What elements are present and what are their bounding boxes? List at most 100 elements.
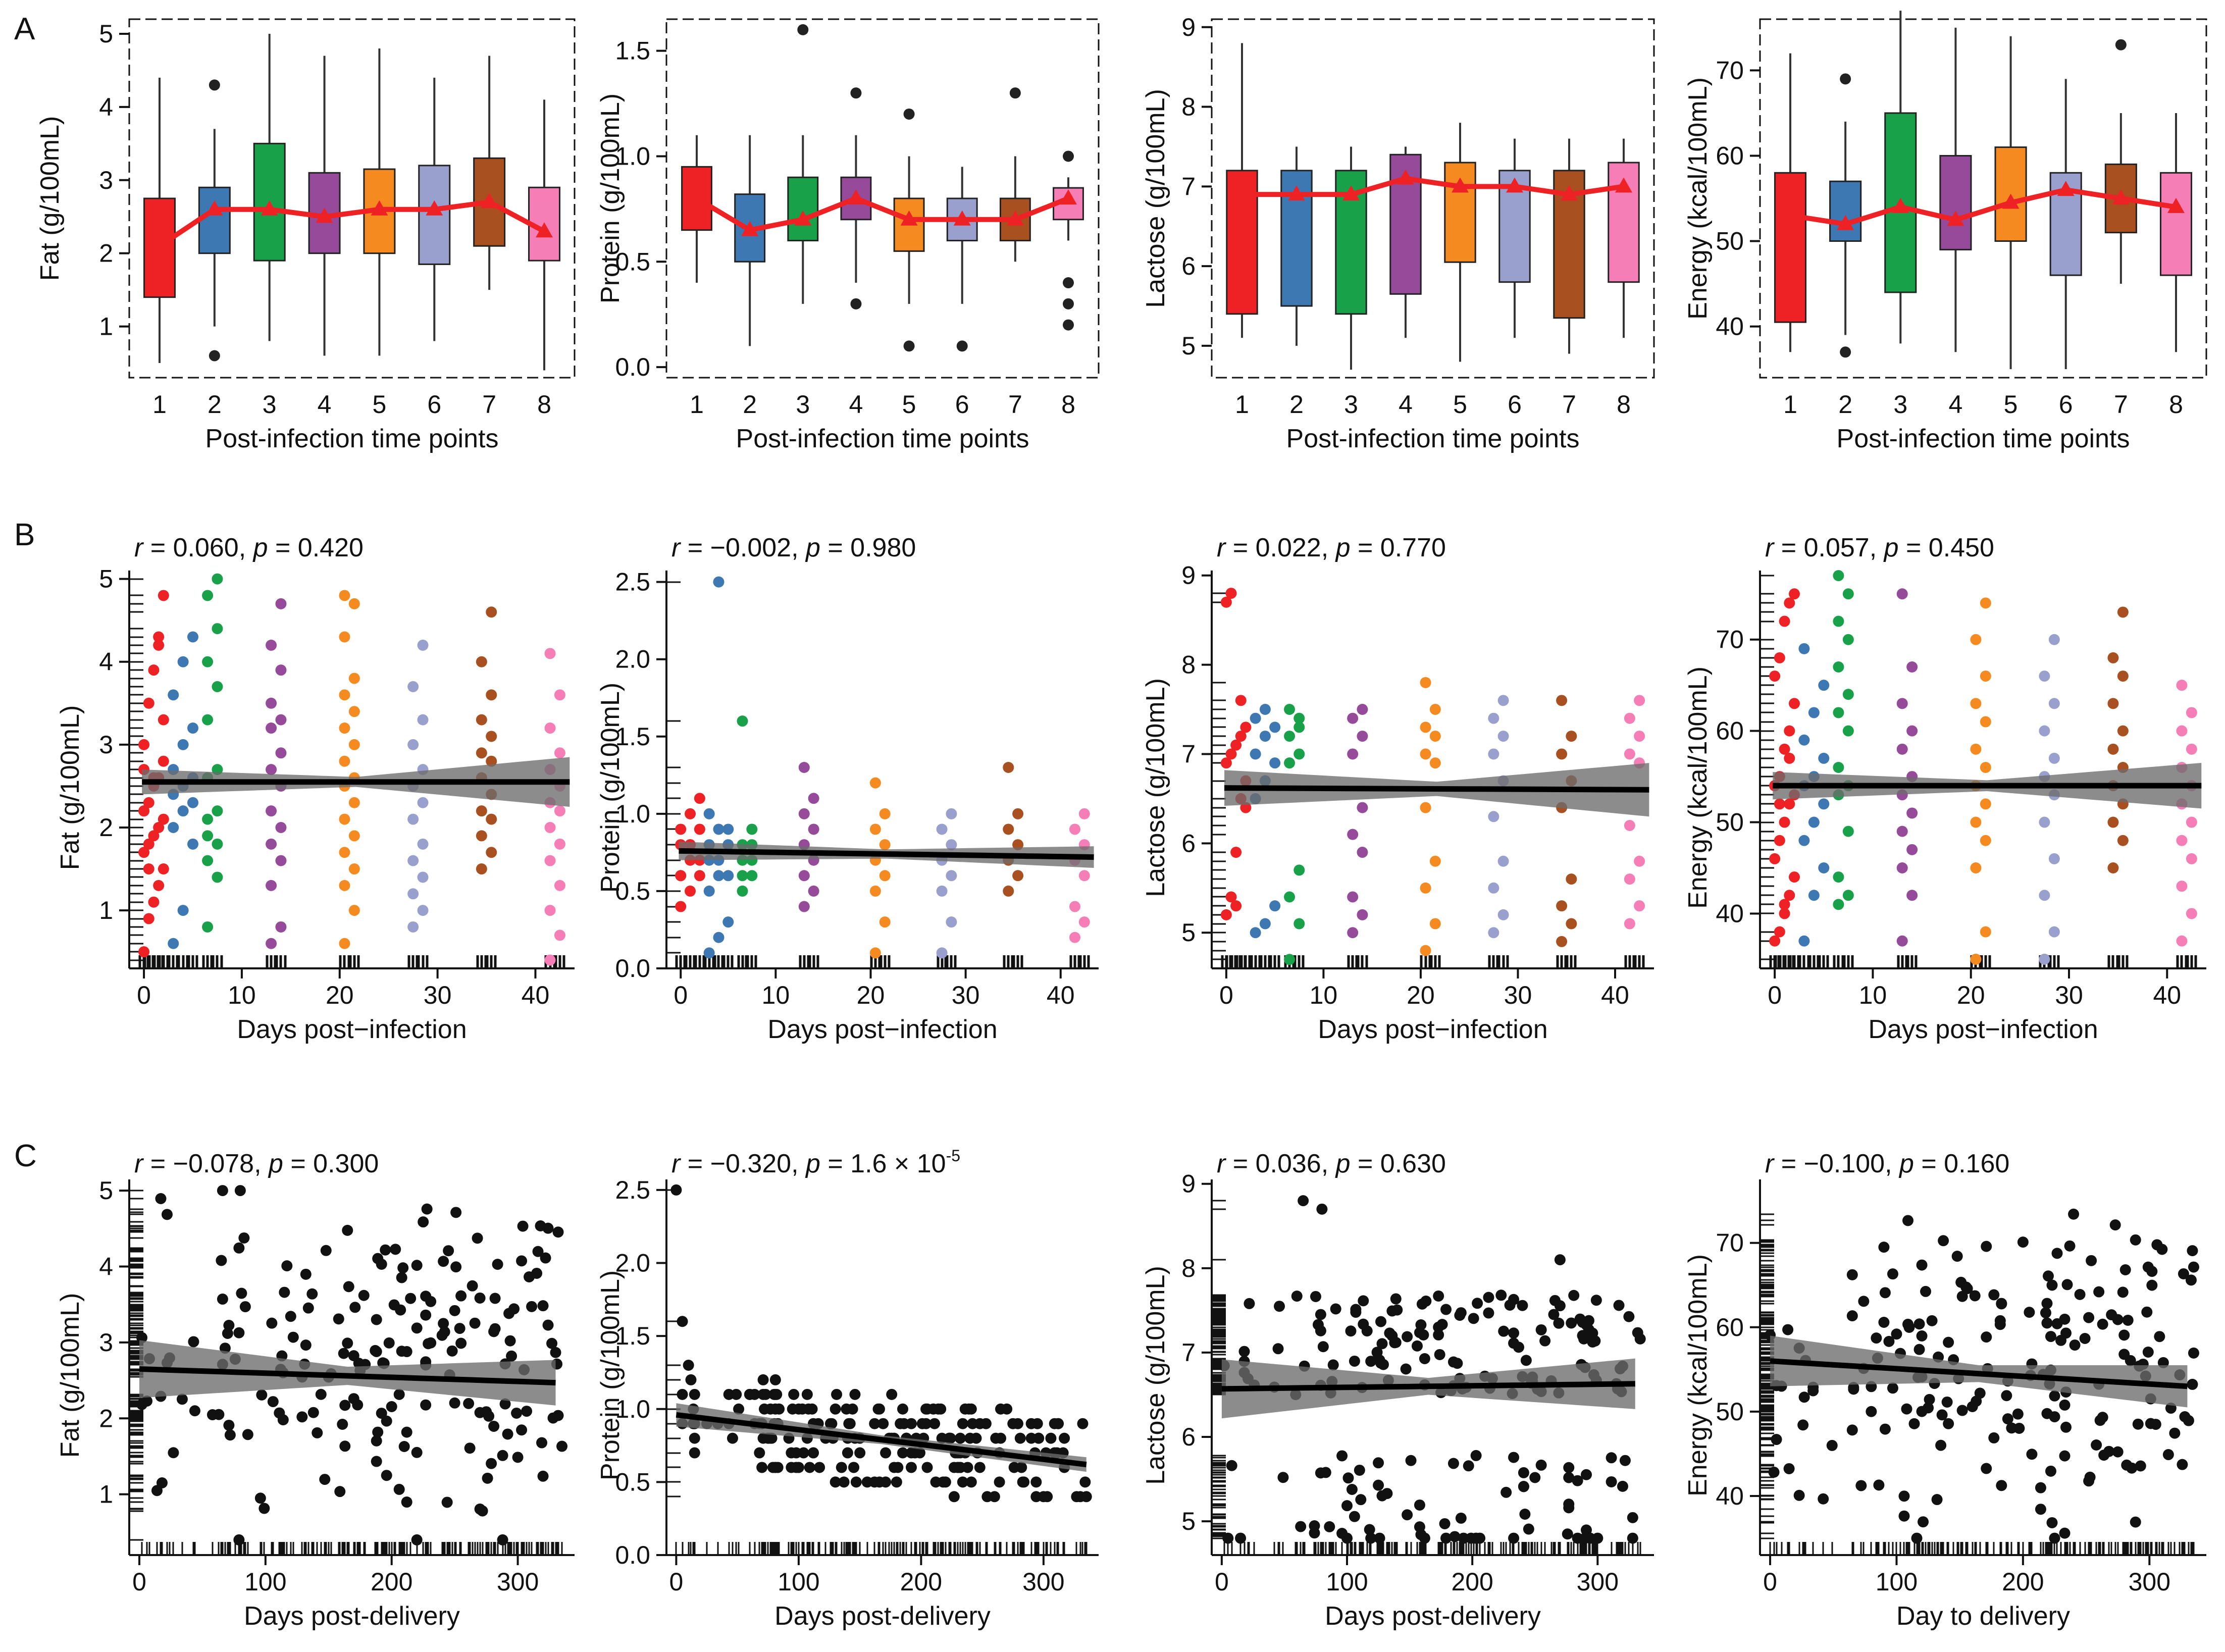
- data-point: [1617, 1480, 1628, 1492]
- data-point: [2035, 1504, 2046, 1515]
- data-point: [2176, 680, 2188, 691]
- data-point: [1535, 1324, 1547, 1335]
- scatter-panel-C2: 0.0 0.5 1.0 1.5 2.0 2.5 0 100 200 300 Days post-de…: [596, 1147, 1099, 1631]
- data-point: [2141, 1306, 2153, 1318]
- data-point: [929, 1418, 941, 1429]
- data-point: [670, 1184, 682, 1196]
- x-tick-label: 6: [427, 390, 441, 419]
- data-point: [936, 823, 948, 835]
- data-point: [981, 1491, 993, 1503]
- data-point: [914, 1447, 925, 1459]
- data-point: [2001, 1390, 2012, 1402]
- data-point: [2107, 816, 2119, 828]
- data-point: [1390, 1293, 1402, 1305]
- data-point: [1833, 615, 1844, 627]
- annotation-part: p: [1883, 533, 1899, 562]
- data-point: [339, 755, 350, 767]
- x-axis-label: Days post−infection: [237, 1015, 467, 1044]
- regression-line: [1221, 1381, 1635, 1392]
- data-point: [2119, 1264, 2131, 1276]
- data-point: [1784, 890, 1795, 901]
- data-point: [1994, 1315, 2006, 1326]
- data-point: [506, 1350, 518, 1362]
- data-point: [689, 1432, 700, 1444]
- data-point: [1951, 1251, 1963, 1262]
- mean-marker: [371, 200, 388, 216]
- y-tick-label: 0.0: [615, 954, 650, 983]
- data-point: [1465, 1532, 1477, 1544]
- data-point: [372, 1253, 384, 1264]
- data-point: [2059, 1450, 2071, 1462]
- data-point: [187, 797, 198, 808]
- x-tick-label: 100: [244, 1568, 286, 1596]
- box-outlier: [1063, 319, 1074, 331]
- data-point: [411, 1322, 423, 1334]
- data-point: [312, 1427, 323, 1438]
- data-point: [869, 947, 881, 959]
- data-point: [372, 1426, 384, 1438]
- data-point: [808, 823, 819, 835]
- y-axis-label: Energy (kcal/100mL): [1683, 1254, 1713, 1496]
- data-point: [1846, 1424, 1858, 1436]
- data-point: [1556, 748, 1568, 760]
- data-point: [504, 1335, 516, 1347]
- panel-frame: [1759, 18, 2207, 379]
- data-point: [158, 590, 169, 601]
- data-point: [1357, 909, 1368, 920]
- data-point: [1317, 1341, 1329, 1353]
- data-point: [217, 1294, 228, 1305]
- data-point: [1896, 825, 1908, 837]
- y-tick-label: 5: [1181, 918, 1196, 947]
- data-point: [552, 1226, 564, 1238]
- data-point: [2039, 725, 2050, 737]
- data-point: [168, 821, 179, 833]
- data-point: [148, 664, 160, 676]
- data-point: [1293, 864, 1305, 876]
- data-point: [1357, 802, 1368, 813]
- y-tick-label: 3: [99, 166, 113, 194]
- data-point: [2013, 1422, 2025, 1434]
- y-tick-label: 3: [99, 731, 113, 759]
- data-point: [797, 1403, 808, 1415]
- y-tick-label: 2.0: [615, 645, 650, 674]
- y-tick-label: 50: [1716, 1398, 1744, 1426]
- data-point: [307, 1407, 319, 1418]
- data-point: [148, 830, 160, 842]
- data-point: [760, 1388, 771, 1400]
- data-point: [176, 1393, 188, 1405]
- data-point: [814, 1462, 825, 1473]
- data-point: [296, 1411, 308, 1423]
- y-tick-label: 40: [1716, 899, 1744, 927]
- mean-marker: [1561, 185, 1578, 201]
- data-point: [967, 1418, 978, 1429]
- data-point: [281, 1260, 293, 1272]
- data-point: [1818, 798, 1830, 810]
- x-tick-label: 0: [1215, 1568, 1229, 1596]
- data-point: [1375, 1316, 1387, 1327]
- data-point: [224, 1429, 236, 1441]
- data-point: [808, 885, 819, 897]
- data-point: [1627, 1532, 1638, 1544]
- data-point: [1349, 1355, 1360, 1367]
- data-point: [449, 1397, 460, 1409]
- data-point: [300, 1339, 312, 1351]
- data-point: [1049, 1418, 1060, 1429]
- data-point: [233, 1242, 245, 1254]
- data-point: [1970, 953, 1982, 965]
- data-point: [138, 847, 150, 858]
- y-tick-label: 9: [1181, 561, 1196, 590]
- y-axis-label: Fat (g/100mL): [56, 1293, 85, 1458]
- data-point: [2183, 1415, 2194, 1426]
- data-point: [342, 1224, 353, 1236]
- data-point: [405, 1293, 417, 1304]
- data-point: [2041, 1298, 2053, 1309]
- data-point: [905, 1447, 917, 1459]
- data-point: [1259, 731, 1271, 742]
- data-point: [1078, 916, 1090, 928]
- data-point: [455, 1290, 467, 1302]
- x-tick-label: 0: [1768, 981, 1782, 1009]
- correlation-annotation: r = −0.100, p = 0.160: [1765, 1149, 2009, 1178]
- mean-marker: [1947, 211, 1964, 226]
- data-point: [544, 855, 556, 866]
- data-point: [1896, 935, 1908, 947]
